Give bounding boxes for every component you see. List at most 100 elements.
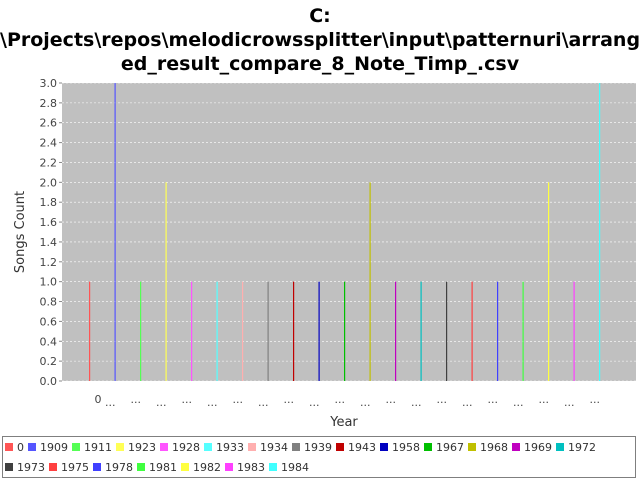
legend-item-1943: 1943 bbox=[336, 441, 376, 454]
x-tick-label: ... bbox=[284, 393, 295, 406]
chart-svg: 0.0 0.2 0.4 0.6 0.8 1.0 1.2 1.4 1.6 1.8 2.0 2.2 2.4 2… bbox=[13, 77, 636, 430]
legend-label: 1982 bbox=[193, 460, 221, 474]
legend-item-1934: 1934 bbox=[248, 441, 288, 454]
legend-item-0: 0 bbox=[5, 441, 24, 454]
legend-swatch bbox=[116, 443, 124, 451]
x-tick-label: ... bbox=[411, 396, 422, 409]
x-tick-label: ... bbox=[462, 396, 473, 409]
y-axis-ticks: 0.0 0.2 0.4 0.6 0.8 1.0 1.2 1.4 1.6 1.8 2.0 2.2 2.4 2… bbox=[40, 77, 62, 388]
bar-1943 bbox=[293, 281, 295, 381]
legend-swatch bbox=[424, 443, 432, 451]
legend-label: 1984 bbox=[281, 460, 309, 474]
x-axis-label: Year bbox=[329, 415, 358, 430]
legend-item-1909: 1909 bbox=[28, 441, 68, 454]
x-tick-label: ... bbox=[156, 396, 167, 409]
legend-label: 0 bbox=[17, 440, 24, 454]
legend-item-1978: 1978 bbox=[93, 461, 133, 474]
legend-label: 1968 bbox=[480, 440, 508, 454]
legend-label: 1939 bbox=[304, 440, 332, 454]
x-tick-label: ... bbox=[309, 396, 320, 409]
bar-1975 bbox=[471, 281, 473, 381]
x-axis-ticks: 0.......................................… bbox=[95, 393, 601, 409]
x-tick-label: ... bbox=[488, 393, 499, 406]
bar-1967 bbox=[344, 281, 346, 381]
y-tick-label: 1.8 bbox=[40, 196, 58, 209]
legend-swatch bbox=[160, 443, 168, 451]
legend-item-1911: 1911 bbox=[72, 441, 112, 454]
y-tick-label: 1.6 bbox=[40, 216, 58, 229]
legend-row: 1973 1975 1978 1981 1982 1983 1984 bbox=[3, 457, 635, 477]
chart-title-line-3: ed_result_compare_8_Note_Timp_.csv bbox=[120, 53, 520, 75]
y-tick-label: 0.8 bbox=[40, 296, 58, 309]
legend-swatch bbox=[72, 443, 80, 451]
legend-swatch bbox=[380, 443, 388, 451]
y-tick-label: 2.8 bbox=[40, 97, 58, 110]
legend: 0 1909 1911 1923 1928 1933 1934 1939 1943 1958 196… bbox=[2, 436, 636, 478]
x-tick-label: ... bbox=[513, 396, 524, 409]
y-axis-label: Songs Count bbox=[13, 191, 28, 273]
bar-1972 bbox=[420, 281, 422, 381]
bar-1933 bbox=[216, 281, 218, 381]
bar-1982 bbox=[548, 182, 550, 381]
legend-label: 1973 bbox=[17, 460, 45, 474]
y-tick-label: 1.4 bbox=[40, 236, 58, 249]
legend-item-1969: 1969 bbox=[512, 441, 552, 454]
x-tick-label: ... bbox=[335, 393, 346, 406]
legend-item-1933: 1933 bbox=[204, 441, 244, 454]
bar-1934 bbox=[242, 281, 244, 381]
y-tick-label: 1.2 bbox=[40, 256, 58, 269]
legend-label: 1975 bbox=[61, 460, 89, 474]
legend-swatch bbox=[93, 463, 101, 471]
bar-1973 bbox=[446, 281, 448, 381]
bar-1968 bbox=[369, 182, 371, 381]
bar-1928 bbox=[191, 281, 193, 381]
legend-item-1939: 1939 bbox=[292, 441, 332, 454]
legend-label: 1958 bbox=[392, 440, 420, 454]
chart-title: C: \Projects\repos\melodicrowssplitter\i… bbox=[0, 4, 640, 76]
legend-swatch bbox=[556, 443, 564, 451]
x-tick-label: ... bbox=[131, 393, 142, 406]
legend-item-1975: 1975 bbox=[49, 461, 89, 474]
x-tick-label: ... bbox=[105, 396, 116, 409]
legend-label: 1928 bbox=[172, 440, 200, 454]
y-tick-label: 2.2 bbox=[40, 156, 58, 169]
legend-item-1928: 1928 bbox=[160, 441, 200, 454]
legend-label: 1933 bbox=[216, 440, 244, 454]
bar-1983 bbox=[573, 281, 575, 381]
legend-swatch bbox=[204, 443, 212, 451]
x-tick-label: ... bbox=[258, 396, 269, 409]
x-tick-label: ... bbox=[207, 396, 218, 409]
legend-swatch bbox=[468, 443, 476, 451]
legend-label: 1969 bbox=[524, 440, 552, 454]
bar-1958 bbox=[318, 281, 320, 381]
x-tick-label: ... bbox=[182, 393, 193, 406]
legend-row: 0 1909 1911 1923 1928 1933 1934 1939 1943 1958 196… bbox=[3, 437, 635, 457]
y-tick-label: 1.0 bbox=[40, 276, 58, 289]
bars bbox=[89, 83, 601, 381]
legend-swatch bbox=[248, 443, 256, 451]
legend-item-1982: 1982 bbox=[181, 461, 221, 474]
y-tick-label: 2.4 bbox=[40, 137, 58, 150]
legend-swatch bbox=[292, 443, 300, 451]
bar-1923 bbox=[165, 182, 167, 381]
legend-swatch bbox=[512, 443, 520, 451]
x-tick-label: ... bbox=[539, 393, 550, 406]
y-tick-label: 0.4 bbox=[40, 335, 58, 348]
legend-label: 1967 bbox=[436, 440, 464, 454]
legend-item-1983: 1983 bbox=[225, 461, 265, 474]
x-tick-label: ... bbox=[233, 393, 244, 406]
x-tick-label: ... bbox=[386, 393, 397, 406]
y-tick-label: 0.0 bbox=[40, 375, 58, 388]
x-tick-label: ... bbox=[564, 396, 575, 409]
chart-title-line-2: \Projects\repos\melodicrowssplitter\inpu… bbox=[0, 29, 640, 51]
legend-swatch bbox=[269, 463, 277, 471]
legend-item-1968: 1968 bbox=[468, 441, 508, 454]
y-tick-label: 3.0 bbox=[40, 77, 58, 90]
y-tick-label: 2.0 bbox=[40, 176, 58, 189]
legend-swatch bbox=[5, 443, 13, 451]
bar-1911 bbox=[140, 281, 142, 381]
y-tick-label: 0.6 bbox=[40, 315, 58, 328]
bar-1969 bbox=[395, 281, 397, 381]
legend-label: 1923 bbox=[128, 440, 156, 454]
y-tick-label: 0.2 bbox=[40, 355, 58, 368]
